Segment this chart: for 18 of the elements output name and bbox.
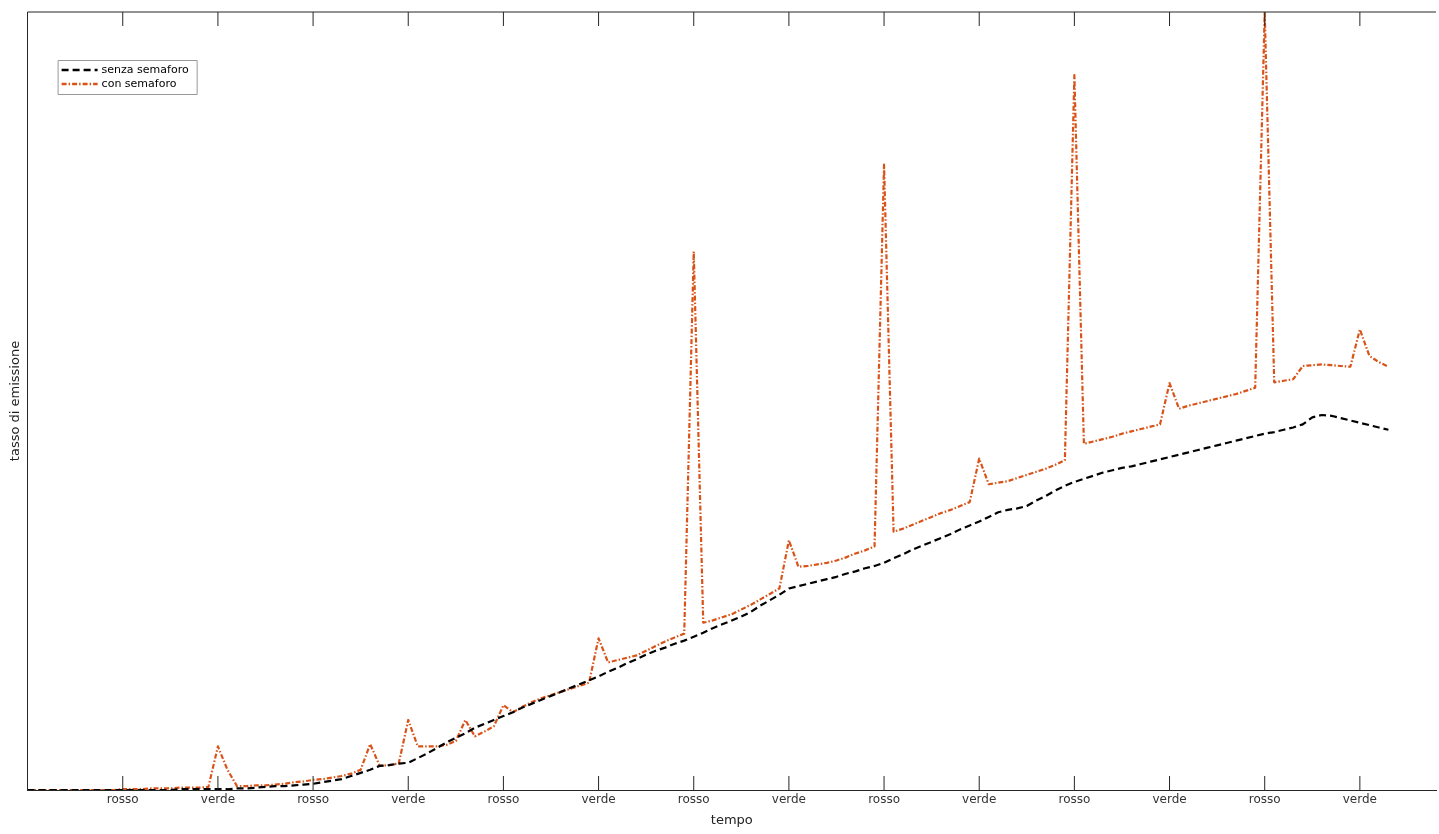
x-tick-label: verde bbox=[391, 792, 426, 807]
x-tick-label: rosso bbox=[868, 792, 900, 807]
x-tick-label: verde bbox=[200, 792, 236, 807]
legend-label: con semaforo bbox=[101, 76, 177, 90]
x-tick-label: verde bbox=[1152, 792, 1187, 807]
x-tick-label: rosso bbox=[106, 792, 139, 807]
x-tick-label: rosso bbox=[1248, 792, 1281, 807]
x-tick-label: rosso bbox=[297, 792, 330, 807]
x-tick-label: verde bbox=[1342, 792, 1377, 807]
y-axis-title: tasso di emissione bbox=[7, 340, 23, 462]
x-axis-title: tempo bbox=[710, 811, 753, 827]
x-tick-label: verde bbox=[771, 792, 807, 807]
x-tick-label: verde bbox=[581, 792, 616, 807]
x-tick-label: rosso bbox=[1058, 792, 1091, 807]
x-tick-label: rosso bbox=[677, 792, 710, 807]
x-tick-label: rosso bbox=[487, 792, 520, 807]
legend-label: senza semaforo bbox=[101, 62, 189, 76]
x-tick-label: verde bbox=[962, 792, 997, 807]
